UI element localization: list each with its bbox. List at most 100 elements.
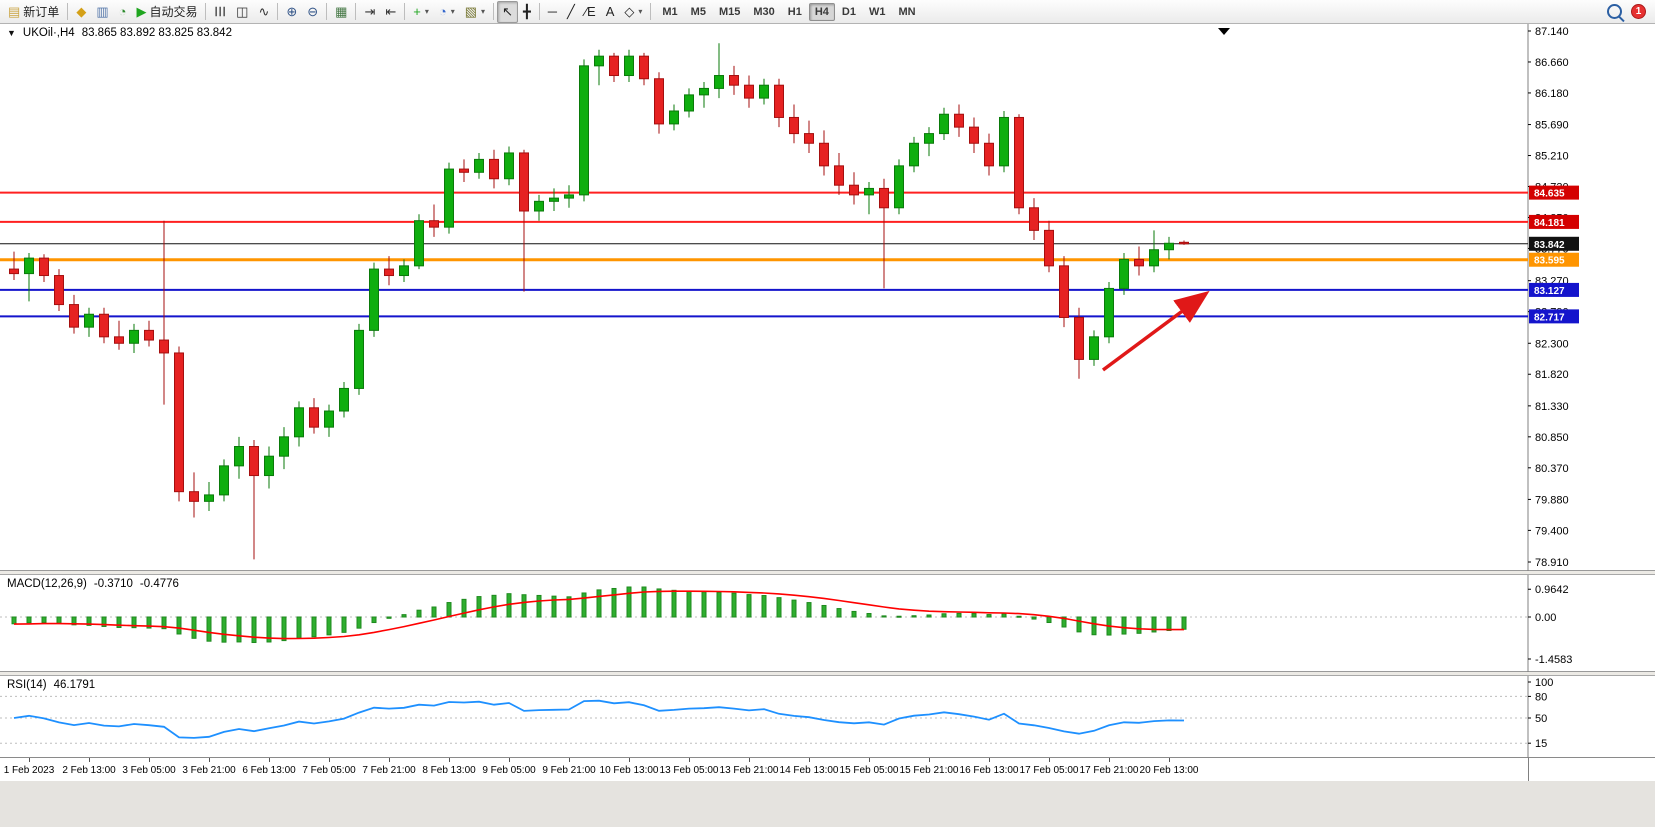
auto-scroll-icon[interactable]: ⇥ [359, 1, 380, 23]
time-label: 17 Feb 21:00 [1079, 765, 1139, 776]
panel-splitter[interactable] [0, 571, 1655, 575]
indicators-icon: + [413, 4, 421, 19]
symbol-period-label: UKOil·,H4 [22, 27, 75, 39]
time-tick [509, 758, 510, 762]
chevron-down-icon: ▾ [450, 7, 455, 16]
timeframe-m5[interactable]: M5 [690, 5, 706, 18]
auto-trading-button[interactable]: ▶ 自动交易 [131, 1, 202, 23]
main-toolbar: ▤ 新订单 ◆ ▥ ◔ ▶ 自动交易 ☰ ◫ ∿ ⊕ ⊖ ▦ ⇥ ⇤ + ▾ ◔ ▾ ▧ ▾ ↖ ╋ ─ ╱ ⁄E A ◇ ▾ M1 M5… [0, 0, 1655, 24]
svg-text:86.660: 86.660 [1535, 57, 1569, 69]
timeframe-h1[interactable]: H1 [787, 5, 802, 18]
chart-shift-icon[interactable]: ⇤ [380, 1, 401, 23]
svg-text:80.370: 80.370 [1535, 463, 1569, 475]
macd-name: MACD(12,26,9) [7, 578, 87, 590]
candlestick-chart-icon[interactable]: ◫ [231, 1, 253, 23]
tile-windows-icon[interactable]: ▦ [330, 1, 352, 23]
time-tick [989, 758, 990, 762]
auto-trading-button-label: 自动交易 [149, 5, 198, 19]
candles-layer [9, 43, 1189, 560]
timeframe-m30[interactable]: M30 [753, 5, 775, 18]
line-chart-icon[interactable]: ∿ [253, 1, 274, 23]
trend-arrow[interactable] [1101, 290, 1210, 372]
zoom-in-icon[interactable]: ⊕ [281, 1, 302, 23]
cursor-icon: ↖ [502, 4, 513, 19]
data-window-icon: ▥ [96, 4, 109, 19]
zoom-in-icon: ⊕ [286, 4, 298, 19]
macd-histogram [11, 586, 1187, 644]
crosshair-icon: ╋ [522, 4, 531, 19]
time-tick [1169, 758, 1170, 762]
time-label: 2 Feb 13:00 [62, 765, 116, 776]
new-order-button[interactable]: ▤ 新订单 [3, 1, 64, 23]
toolbar-separator [277, 3, 279, 20]
time-tick [629, 758, 630, 762]
navigator-icon[interactable]: ◔ [114, 1, 132, 23]
time-label: 13 Feb 05:00 [659, 765, 719, 776]
time-tick [1109, 758, 1110, 762]
macd-panel[interactable]: 0.9642 0.00 -1.4583 MACD(12,26,9) -0.3710 … [0, 575, 1655, 672]
time-axis[interactable]: 1 Feb 2023 2 Feb 13:00 3 Feb 05:00 3 Feb 21… [0, 758, 1655, 781]
timeframe-d1[interactable]: D1 [841, 5, 856, 18]
equidistant-channel-icon[interactable]: ⁄E [580, 1, 601, 23]
price-chart-panel[interactable]: 87.14086.66086.18085.69085.21084.73084.2… [0, 24, 1655, 571]
svg-text:15: 15 [1535, 738, 1547, 750]
chevron-down-icon: ▾ [638, 7, 643, 16]
templates-icon: ▧ [464, 4, 478, 19]
svg-text:50: 50 [1535, 713, 1547, 725]
timeframe-m1[interactable]: M1 [662, 5, 678, 18]
time-label: 13 Feb 21:00 [719, 765, 779, 776]
shapes-icon[interactable]: ◇ ▾ [619, 1, 647, 23]
rsi-title: RSI(14) 46.1791 [7, 679, 95, 691]
periods-icon: ◔ [438, 4, 447, 19]
zoom-out-icon: ⊖ [307, 4, 319, 19]
time-tick [1049, 758, 1050, 762]
indicators-icon[interactable]: + ▾ [408, 1, 434, 23]
toolbar-separator [355, 3, 357, 20]
shapes-icon: ◇ [624, 4, 635, 19]
svg-text:82.717: 82.717 [1534, 312, 1565, 323]
horizontal-line-icon[interactable]: ─ [543, 1, 562, 23]
timeframe-mn[interactable]: MN [898, 5, 916, 18]
time-label: 16 Feb 13:00 [959, 765, 1019, 776]
chart-title: ▼ UKOil·,H4 83.865 83.892 83.825 83.842 [7, 27, 232, 39]
svg-text:83.127: 83.127 [1534, 286, 1565, 297]
svg-text:83.842: 83.842 [1534, 240, 1565, 251]
toolbar-separator [326, 3, 328, 20]
price-tag-84.635 [1529, 185, 1579, 200]
periods-icon[interactable]: ◔ ▾ [434, 1, 460, 23]
text-label-icon[interactable]: A [601, 1, 620, 23]
bar-chart-icon[interactable]: ☰ [209, 1, 231, 23]
macd-signal-line [13, 590, 1184, 640]
macd-signal-value: -0.4776 [139, 578, 179, 590]
timeframe-m15[interactable]: M15 [718, 5, 741, 18]
crosshair-icon[interactable]: ╋ [518, 1, 536, 23]
zoom-out-icon[interactable]: ⊖ [302, 1, 323, 23]
timeframe-w1[interactable]: W1 [868, 5, 886, 18]
toolbar-separator [493, 3, 495, 20]
svg-text:84.181: 84.181 [1534, 218, 1565, 229]
cursor-icon[interactable]: ↖ [497, 0, 518, 23]
market-watch-icon[interactable]: ◆ [71, 1, 91, 23]
data-window-icon[interactable]: ▥ [91, 1, 113, 23]
chart-menu-arrow-icon[interactable]: ▼ [7, 28, 16, 38]
time-label: 10 Feb 13:00 [599, 765, 659, 776]
trend-line-icon[interactable]: ╱ [562, 1, 580, 23]
price-tag-84.181 [1529, 214, 1579, 229]
timeframe-h4[interactable]: H4 [808, 2, 835, 21]
time-tick [749, 758, 750, 762]
rsi-panel[interactable]: 100 80 50 15 RSI(14) 46.1791 [0, 676, 1655, 758]
time-label: 14 Feb 13:00 [779, 765, 839, 776]
svg-text:79.880: 79.880 [1535, 494, 1569, 506]
chart-shift-marker[interactable] [1218, 28, 1230, 35]
svg-text:78.910: 78.910 [1535, 557, 1569, 569]
horizontal-line-icon: ─ [547, 4, 558, 19]
search-icon[interactable] [1607, 4, 1622, 19]
panel-splitter[interactable] [0, 672, 1655, 676]
svg-text:86.180: 86.180 [1535, 88, 1569, 100]
time-tick [269, 758, 270, 762]
templates-icon[interactable]: ▧ ▾ [460, 1, 490, 23]
chevron-down-icon: ▾ [481, 7, 486, 16]
notification-badge[interactable]: 1 [1631, 4, 1646, 19]
auto-scroll-icon: ⇥ [364, 4, 376, 19]
toolbar-buttons: ▤ 新订单 ◆ ▥ ◔ ▶ 自动交易 ☰ ◫ ∿ ⊕ ⊖ ▦ ⇥ ⇤ + ▾ ◔ ▾ ▧ ▾ ↖ ╋ ─ ╱ ⁄E A ◇ ▾ [3, 0, 654, 23]
